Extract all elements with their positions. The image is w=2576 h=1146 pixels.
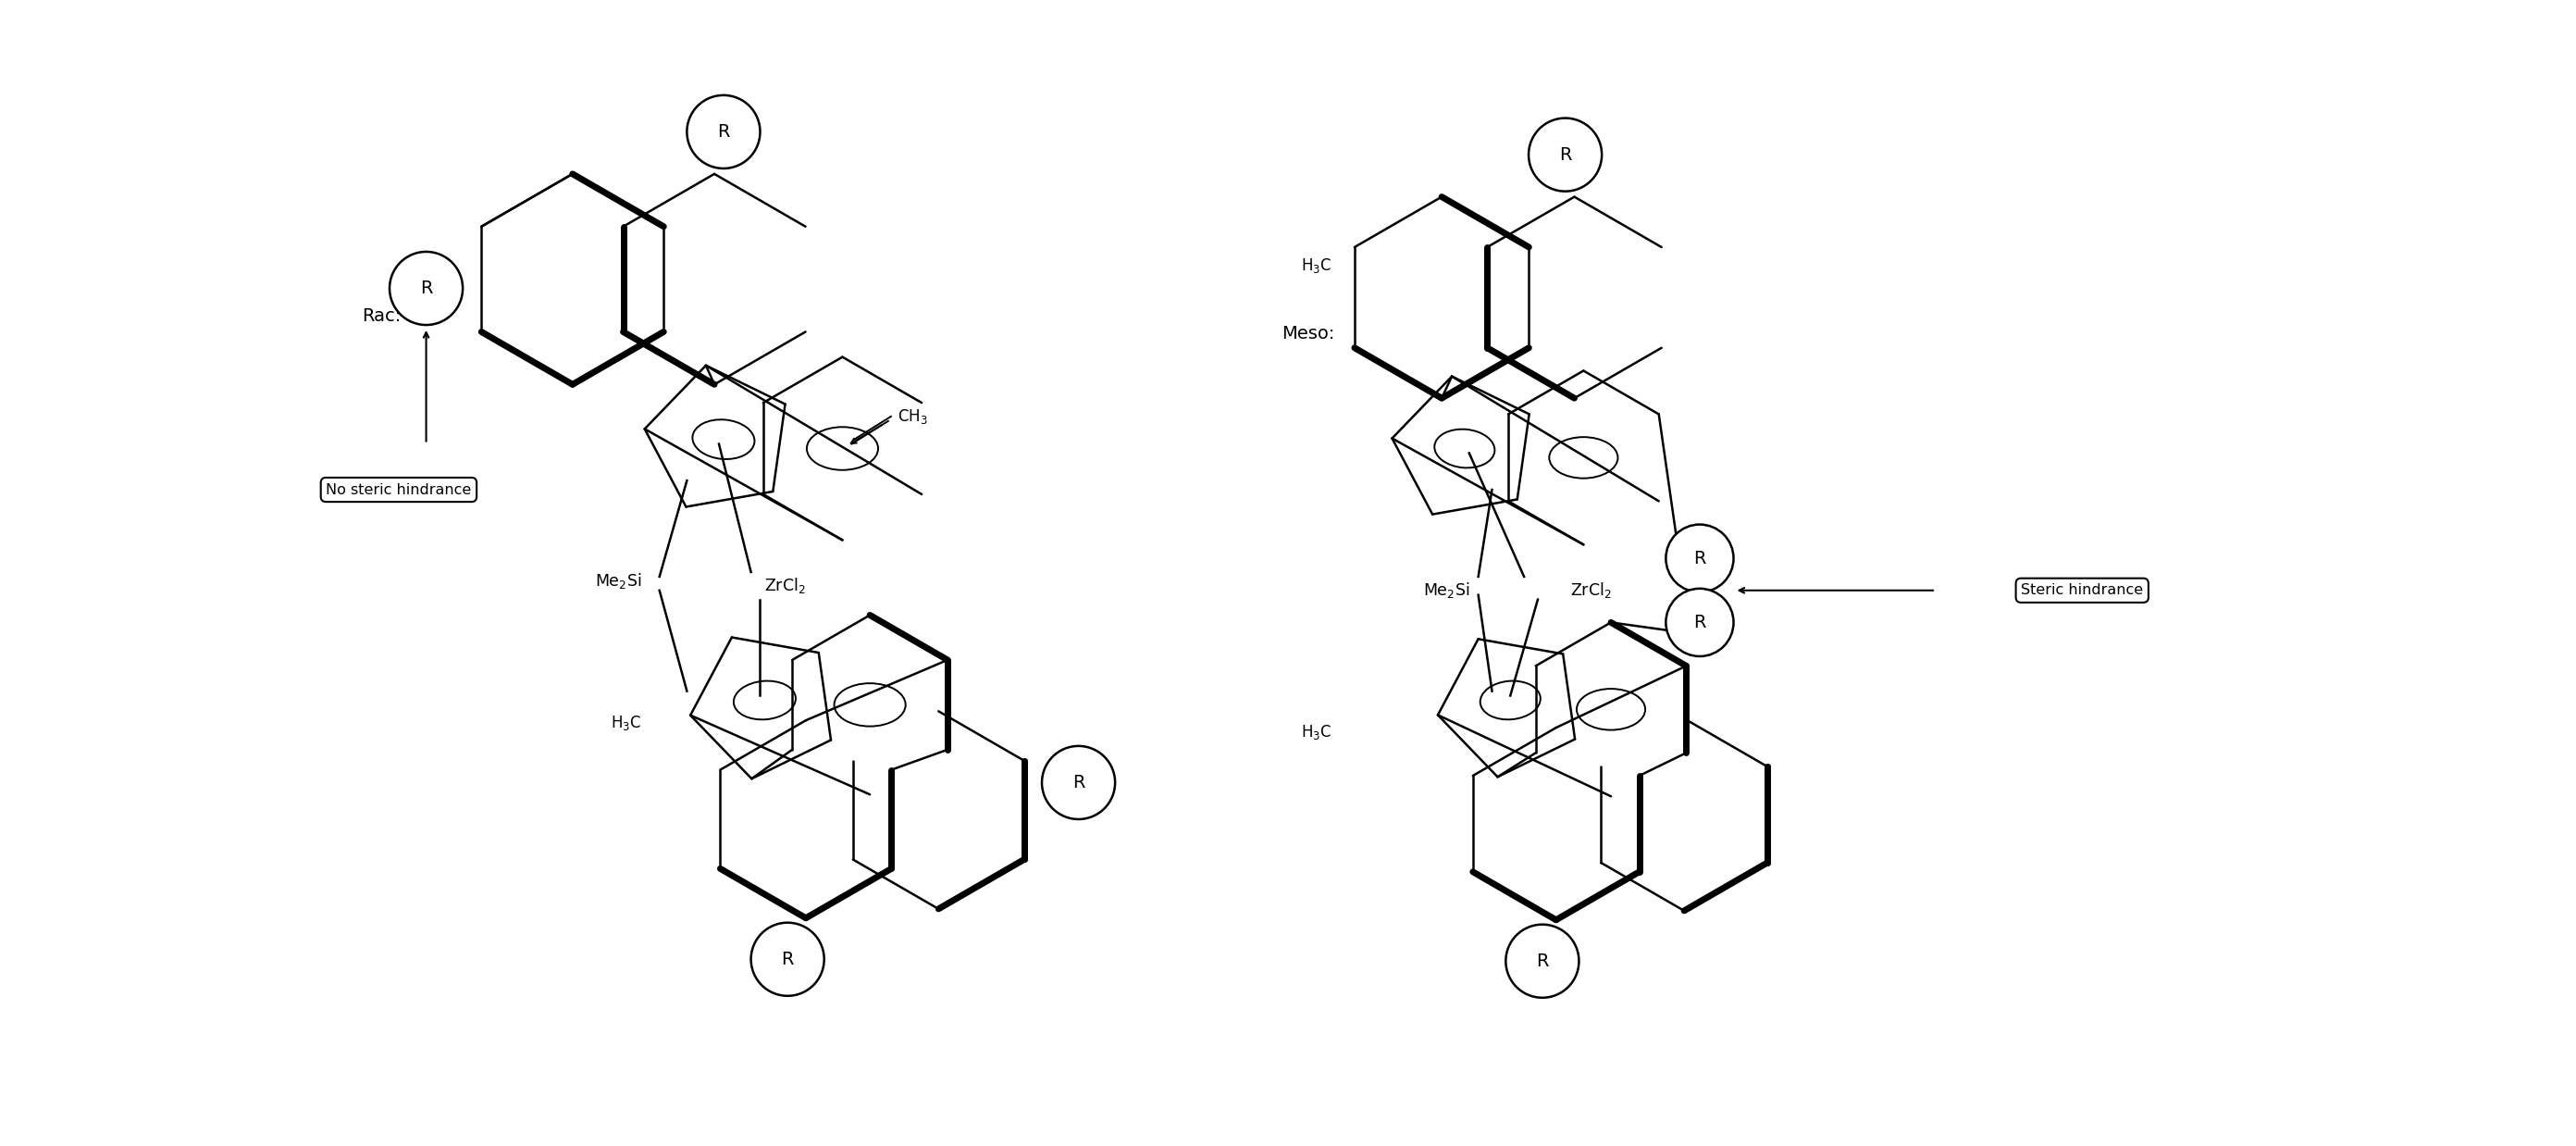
Text: H$_3$C: H$_3$C: [611, 714, 641, 732]
Text: Me$_2$Si: Me$_2$Si: [595, 572, 641, 591]
Circle shape: [1507, 925, 1579, 998]
Text: H$_3$C: H$_3$C: [1301, 723, 1332, 741]
Text: CH$_3$: CH$_3$: [896, 407, 927, 426]
Text: R: R: [781, 950, 793, 968]
Circle shape: [1041, 746, 1115, 819]
Text: R: R: [1692, 550, 1705, 567]
Circle shape: [688, 95, 760, 168]
Text: R: R: [716, 123, 729, 141]
Circle shape: [1667, 525, 1734, 592]
Text: Meso:: Meso:: [1283, 325, 1334, 343]
Text: R: R: [420, 280, 433, 297]
Text: ZrCl$_2$: ZrCl$_2$: [1569, 581, 1610, 601]
Circle shape: [752, 923, 824, 996]
Circle shape: [389, 252, 464, 325]
Text: R: R: [1692, 613, 1705, 631]
Text: Me$_2$Si: Me$_2$Si: [1422, 581, 1468, 601]
Text: R: R: [1558, 146, 1571, 164]
Text: No steric hindrance: No steric hindrance: [327, 482, 471, 496]
Text: H$_3$C: H$_3$C: [1301, 257, 1332, 275]
Text: R: R: [1072, 774, 1084, 792]
Text: R: R: [1535, 952, 1548, 970]
Text: Steric hindrance: Steric hindrance: [2022, 583, 2143, 597]
Circle shape: [1528, 118, 1602, 191]
Text: ZrCl$_2$: ZrCl$_2$: [765, 576, 806, 596]
Text: Rac:: Rac:: [363, 307, 402, 324]
Circle shape: [1667, 589, 1734, 657]
